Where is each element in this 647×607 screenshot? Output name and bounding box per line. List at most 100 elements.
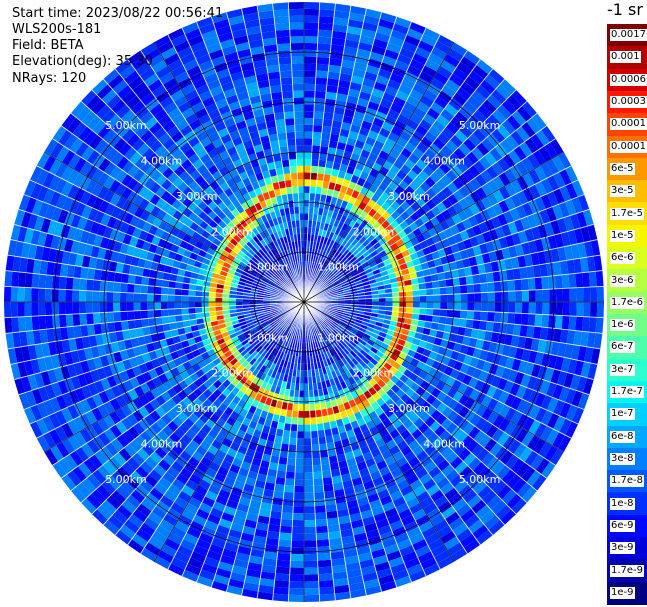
backscatter-cell — [437, 323, 446, 332]
backscatter-cell — [211, 537, 226, 549]
backscatter-cell — [206, 79, 221, 91]
backscatter-cell — [590, 347, 601, 365]
backscatter-cell — [359, 257, 367, 265]
backscatter-cell — [404, 434, 416, 446]
backscatter-cell — [346, 334, 354, 341]
backscatter-cell — [351, 382, 360, 391]
backscatter-cell — [394, 532, 410, 544]
backscatter-cell — [321, 322, 327, 329]
backscatter-cell — [242, 525, 256, 536]
backscatter-cell — [349, 246, 357, 254]
backscatter-cell — [218, 241, 227, 250]
backscatter-cell — [241, 257, 249, 265]
backscatter-cell — [245, 280, 254, 286]
backscatter-cell — [187, 456, 200, 468]
backscatter-cell — [504, 421, 517, 436]
backscatter-cell — [44, 302, 53, 316]
backscatter-cell — [14, 209, 26, 227]
backscatter-cell — [467, 133, 482, 147]
backscatter-cell — [571, 196, 583, 214]
backscatter-cell — [229, 152, 241, 163]
backscatter-cell — [419, 302, 427, 309]
backscatter-cell — [304, 567, 319, 575]
backscatter-cell — [472, 274, 481, 285]
backscatter-cell — [337, 293, 345, 297]
backscatter-cell — [386, 357, 396, 367]
backscatter-cell — [259, 239, 267, 247]
backscatter-cell — [174, 520, 190, 533]
backscatter-cell — [341, 223, 349, 232]
backscatter-cell — [304, 8, 320, 16]
backscatter-cell — [468, 376, 479, 389]
backscatter-cell — [162, 471, 176, 484]
backscatter-cell — [434, 495, 449, 508]
backscatter-cell — [315, 519, 328, 527]
backscatter-cell — [456, 352, 467, 364]
backscatter-cell — [102, 259, 111, 272]
backscatter-cell — [339, 278, 347, 284]
backscatter-cell — [56, 441, 70, 458]
backscatter-cell — [350, 75, 364, 85]
backscatter-cell — [459, 124, 473, 139]
backscatter-cell — [352, 249, 360, 257]
backscatter-cell — [221, 358, 230, 367]
backscatter-cell — [304, 192, 310, 200]
backscatter-cell — [26, 330, 35, 346]
backscatter-cell — [316, 423, 325, 431]
backscatter-cell — [318, 257, 324, 265]
backscatter-cell — [333, 10, 350, 20]
backscatter-cell — [167, 532, 184, 545]
backscatter-cell — [498, 390, 510, 405]
backscatter-cell — [253, 535, 267, 545]
backscatter-cell — [150, 387, 161, 399]
backscatter-cell — [328, 455, 338, 464]
backscatter-cell — [451, 379, 462, 391]
backscatter-cell — [304, 206, 309, 214]
backscatter-cell — [276, 343, 283, 351]
backscatter-cell — [132, 409, 144, 423]
backscatter-cell — [149, 269, 158, 279]
backscatter-cell — [474, 302, 482, 312]
backscatter-cell — [492, 388, 504, 402]
backscatter-cell — [530, 338, 540, 352]
backscatter-cell — [360, 445, 371, 455]
backscatter-cell — [353, 277, 362, 283]
backscatter-cell — [554, 355, 565, 371]
backscatter-cell — [565, 199, 577, 216]
backscatter-cell — [557, 246, 567, 262]
backscatter-cell — [112, 79, 129, 95]
backscatter-cell — [196, 462, 209, 474]
backscatter-cell — [457, 173, 470, 186]
backscatter-cell — [316, 179, 324, 188]
backscatter-cell — [492, 479, 507, 495]
backscatter-cell — [332, 319, 340, 325]
backscatter-cell — [447, 387, 458, 399]
backscatter-cell — [269, 257, 276, 265]
backscatter-cell — [527, 153, 541, 169]
backscatter-cell — [81, 110, 97, 127]
backscatter-cell — [325, 160, 334, 169]
backscatter-cell — [427, 538, 444, 552]
backscatter-cell — [378, 574, 395, 586]
backscatter-cell — [132, 194, 144, 207]
backscatter-cell — [586, 331, 596, 348]
backscatter-cell — [312, 131, 322, 140]
backscatter-cell — [140, 547, 158, 562]
backscatter-cell — [93, 323, 102, 336]
backscatter-cell — [131, 452, 145, 466]
backscatter-cell — [304, 458, 313, 466]
backscatter-cell — [559, 260, 569, 275]
backscatter-cell — [452, 317, 460, 327]
backscatter-cell — [159, 150, 172, 163]
backscatter-cell — [119, 370, 130, 383]
backscatter-cell — [195, 312, 203, 320]
backscatter-cell — [98, 432, 111, 447]
backscatter-cell — [436, 150, 449, 163]
backscatter-cell — [4, 317, 13, 334]
backscatter-cell — [360, 509, 374, 520]
backscatter-cell — [269, 278, 277, 284]
backscatter-cell — [253, 253, 261, 261]
backscatter-cell — [354, 251, 363, 260]
backscatter-cell — [149, 139, 163, 153]
backscatter-cell — [466, 247, 476, 258]
